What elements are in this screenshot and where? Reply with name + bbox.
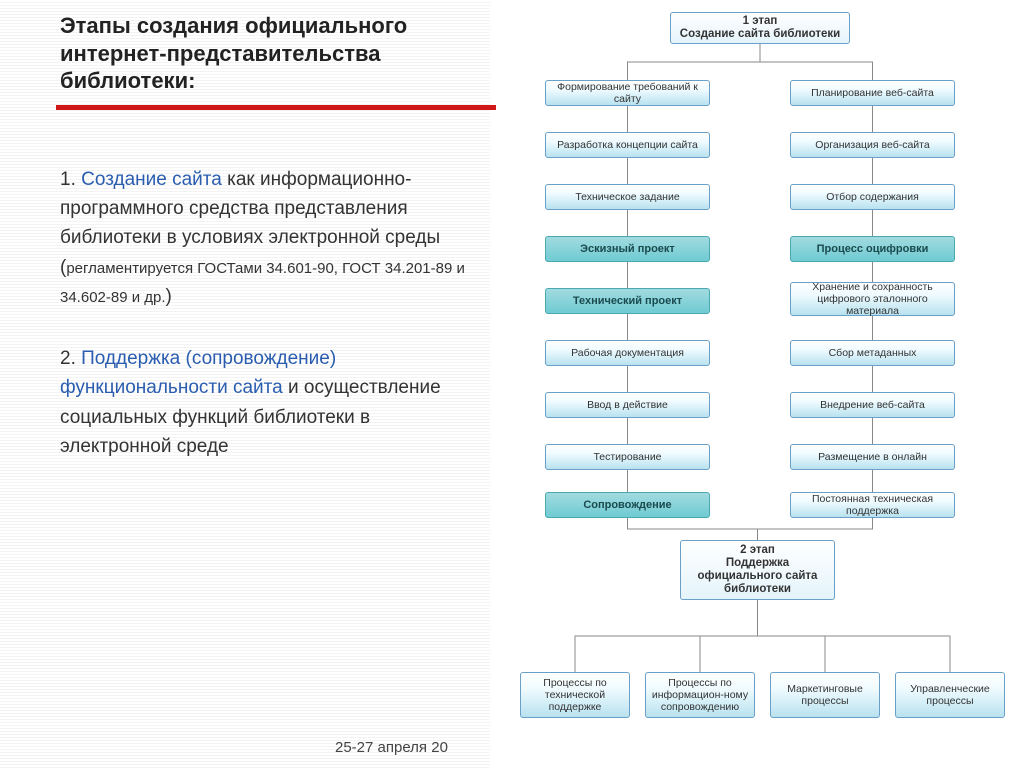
flowchart-node-l5: Технический проект bbox=[545, 288, 710, 314]
flowchart-node-r7: Внедрение веб-сайта bbox=[790, 392, 955, 418]
flowchart-node-l1: Формирование требований к сайту bbox=[545, 80, 710, 106]
flowchart-node-b1: Процессы по технической поддержке bbox=[520, 672, 630, 718]
red-divider bbox=[56, 105, 496, 110]
flowchart-node-r2: Организация веб-сайта bbox=[790, 132, 955, 158]
flowchart-node-stage2: 2 этапПоддержка официального сайта библи… bbox=[680, 540, 835, 600]
flowchart-node-r1: Планирование веб-сайта bbox=[790, 80, 955, 106]
left-text-column: Этапы создания официального интернет-пре… bbox=[60, 12, 480, 461]
flowchart-node-l6: Рабочая документация bbox=[545, 340, 710, 366]
flowchart-node-r5: Хранение и сохранность цифрового эталонн… bbox=[790, 282, 955, 316]
flowchart-node-root: 1 этапСоздание сайта библиотеки bbox=[670, 12, 850, 44]
flowchart-node-r4: Процесс оцифровки bbox=[790, 236, 955, 262]
p1-small-note: регламентируется ГОСТами 34.601-90, ГОСТ… bbox=[60, 260, 465, 306]
flowchart-node-b4: Управленческие процессы bbox=[895, 672, 1005, 718]
connector-lines bbox=[490, 4, 1024, 764]
p1-blue-term: Создание сайта bbox=[81, 169, 222, 190]
p2-number: 2. bbox=[60, 348, 81, 369]
page-title: Этапы создания официального интернет-пре… bbox=[60, 12, 480, 95]
p1-number: 1. bbox=[60, 169, 81, 190]
p1-paren-close: ) bbox=[166, 286, 172, 307]
flowchart-node-l4: Эскизный проект bbox=[545, 236, 710, 262]
flowchart-node-l7: Ввод в действие bbox=[545, 392, 710, 418]
footer-date: 25-27 апреля 20 bbox=[335, 739, 448, 756]
flowchart-node-l8: Тестирование bbox=[545, 444, 710, 470]
paragraph-2: 2. Поддержка (сопровождение) функциональ… bbox=[60, 344, 480, 462]
flowchart-node-r8: Размещение в онлайн bbox=[790, 444, 955, 470]
flowchart-node-l3: Техническое задание bbox=[545, 184, 710, 210]
flowchart-node-b2: Процессы по информацион-ному сопровожден… bbox=[645, 672, 755, 718]
flowchart-node-r6: Сбор метаданных bbox=[790, 340, 955, 366]
flowchart-diagram: 1 этапСоздание сайта библиотеки Формирова… bbox=[490, 4, 1024, 764]
flowchart-node-l2: Разработка концепции сайта bbox=[545, 132, 710, 158]
flowchart-node-r9: Постоянная техническая поддержка bbox=[790, 492, 955, 518]
flowchart-node-b3: Маркетинговые процессы bbox=[770, 672, 880, 718]
flowchart-node-l9: Сопровождение bbox=[545, 492, 710, 518]
paragraph-1: 1. Создание сайта как информационно-прог… bbox=[60, 165, 480, 312]
flowchart-node-r3: Отбор содержания bbox=[790, 184, 955, 210]
